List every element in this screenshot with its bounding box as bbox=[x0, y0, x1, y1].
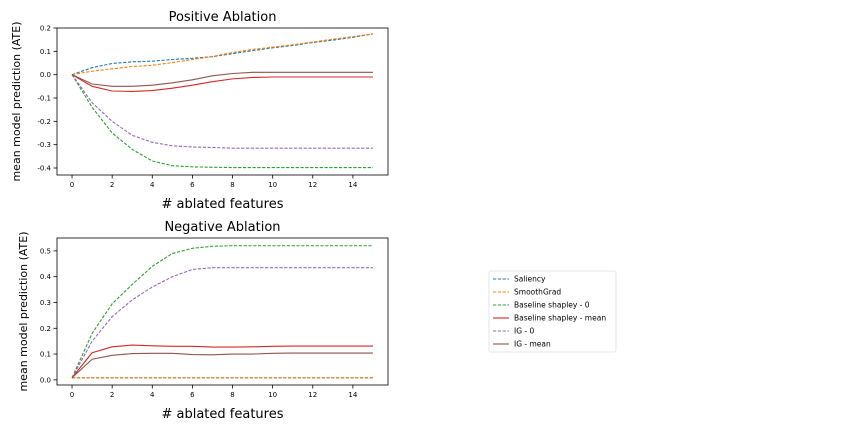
y-tick-label: -0.1 bbox=[37, 95, 51, 103]
y-tick-label: 0.0 bbox=[40, 71, 51, 79]
y-tick-label: -0.3 bbox=[37, 141, 51, 149]
x-tick-label: 4 bbox=[150, 391, 155, 399]
series-line-ig-mean bbox=[71, 71, 373, 87]
y-tick-label: 0.1 bbox=[40, 48, 51, 56]
x-tick-label: 4 bbox=[150, 181, 155, 189]
x-tick-label: 12 bbox=[308, 181, 317, 189]
legend-label-baseline-shapley-mean: Baseline shapley - mean bbox=[514, 314, 606, 323]
chart-title: Negative Ablation bbox=[164, 220, 280, 235]
legend-label-smoothgrad: SmoothGrad bbox=[514, 288, 561, 297]
legend-label-saliency: Saliency bbox=[514, 275, 546, 284]
y-axis-label: mean model prediction (ATE) bbox=[17, 231, 30, 391]
y-tick-label: 0.5 bbox=[40, 247, 51, 255]
y-tick-label: 0.3 bbox=[40, 299, 51, 307]
y-tick-label: 0.1 bbox=[40, 351, 51, 359]
x-tick-label: 14 bbox=[348, 181, 357, 189]
y-tick-label: 0.4 bbox=[40, 273, 52, 281]
y-tick-label: 0.0 bbox=[40, 376, 51, 384]
positive-ablation-chart: 0 2 4 6 8 10 12 14 -0.4 -0.3 -0.2 -0.1 0.0 0.1 0.2 Posi… bbox=[10, 10, 389, 212]
x-tick-label: 8 bbox=[230, 391, 234, 399]
series-line-smoothgrad bbox=[71, 33, 374, 76]
y-axis-label: mean model prediction (ATE) bbox=[10, 21, 23, 181]
x-tick-label: 2 bbox=[110, 391, 114, 399]
legend-frame bbox=[488, 270, 617, 353]
axes-frame bbox=[56, 27, 389, 176]
x-tick-label: 6 bbox=[190, 391, 195, 399]
x-tick-label: 8 bbox=[230, 181, 234, 189]
series-line-baseline-shapley-0 bbox=[71, 245, 373, 379]
x-axis-label: # ablated features bbox=[161, 197, 283, 212]
x-tick-label: 2 bbox=[110, 181, 114, 189]
x-tick-label: 0 bbox=[70, 181, 74, 189]
legend: Saliency SmoothGrad Baseline shapley - 0 Ba… bbox=[488, 270, 617, 353]
series-line-ig-0 bbox=[71, 267, 373, 379]
negative-ablation-chart: 0 2 4 6 8 10 12 14 0.0 0.1 0.2 0.3 0.4 0.5 Negative Ab… bbox=[17, 220, 389, 422]
y-tick-label: 0.2 bbox=[40, 325, 51, 333]
x-tick-label: 10 bbox=[268, 181, 277, 189]
legend-label-ig-mean: IG - mean bbox=[514, 340, 551, 349]
series-line-baseline-shapley-mean bbox=[71, 344, 373, 379]
y-tick-label: -0.4 bbox=[37, 165, 51, 173]
x-tick-label: 14 bbox=[348, 391, 357, 399]
x-tick-label: 12 bbox=[308, 391, 317, 399]
axes-frame bbox=[56, 237, 389, 386]
legend-label-ig-0: IG - 0 bbox=[514, 327, 534, 336]
series-line-baseline-shapley-mean bbox=[71, 74, 373, 93]
x-tick-label: 10 bbox=[268, 391, 277, 399]
x-tick-label: 6 bbox=[190, 181, 195, 189]
y-tick-label: 0.2 bbox=[40, 25, 51, 33]
series-line-ig-mean bbox=[71, 352, 373, 379]
legend-label-baseline-shapley-0: Baseline shapley - 0 bbox=[514, 301, 590, 310]
y-tick-label: -0.2 bbox=[37, 118, 51, 126]
series-line-baseline-shapley-0 bbox=[71, 74, 373, 169]
x-axis-label: # ablated features bbox=[161, 407, 283, 422]
chart-title: Positive Ablation bbox=[169, 10, 277, 25]
x-tick-label: 0 bbox=[70, 391, 74, 399]
series-line-ig-0 bbox=[71, 74, 373, 149]
